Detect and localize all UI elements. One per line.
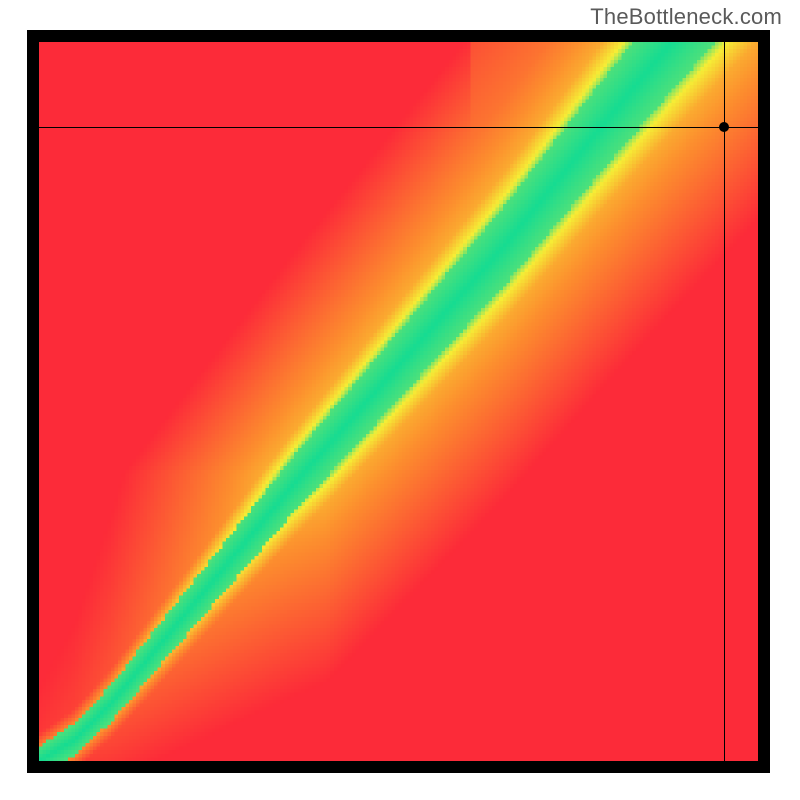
- crosshair-marker: [719, 122, 729, 132]
- watermark-text: TheBottleneck.com: [590, 4, 782, 30]
- crosshair-horizontal: [39, 127, 758, 128]
- bottleneck-heatmap: [39, 42, 758, 761]
- crosshair-vertical: [724, 42, 725, 761]
- plot-frame: [27, 30, 770, 773]
